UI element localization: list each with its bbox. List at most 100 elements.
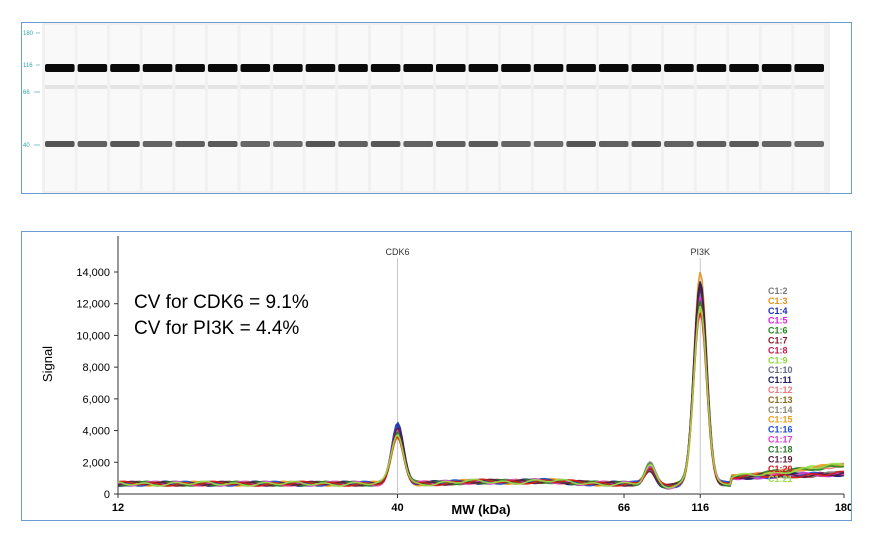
gel-band-116 xyxy=(403,64,433,72)
gel-band-40 xyxy=(794,141,824,147)
gel-band-116 xyxy=(77,64,108,72)
y-tick-label: 2,000 xyxy=(82,457,110,469)
legend-item: C1:12 xyxy=(768,385,793,395)
gel-band-faint xyxy=(240,85,271,89)
gel-band-116 xyxy=(142,64,173,72)
gel-lane xyxy=(664,25,694,191)
gel-lane xyxy=(240,25,271,191)
gel-image-panel: 180 116 66 40 xyxy=(21,22,852,194)
gel-band-faint xyxy=(403,85,433,89)
gel-band-116 xyxy=(436,64,466,72)
gel-ladder: 180 116 66 40 xyxy=(23,31,40,149)
gel-ladder-label-180: 180 xyxy=(23,31,34,37)
gel-band-faint xyxy=(664,85,694,89)
legend-item: C1:3 xyxy=(768,296,788,306)
legend-item: C1:10 xyxy=(768,365,793,375)
x-tick-label: 116 xyxy=(691,502,709,514)
gel-band-40 xyxy=(598,141,629,147)
gel-lane xyxy=(403,25,433,191)
legend-item: C1:20 xyxy=(768,464,793,474)
cv-cdk6-annotation: CV for CDK6 = 9.1% xyxy=(134,292,309,313)
legend-item: C1:15 xyxy=(768,415,793,425)
gel-band-40 xyxy=(761,141,792,147)
y-axis-title: Signal xyxy=(40,346,55,382)
gel-band-116 xyxy=(45,64,75,72)
gel-band-116 xyxy=(370,64,401,72)
gel-lane xyxy=(794,25,824,191)
gel-band-116 xyxy=(501,64,531,72)
gel-band-40 xyxy=(142,141,173,147)
gel-band-40 xyxy=(631,141,662,147)
gel-band-faint xyxy=(338,85,368,89)
legend-item: C1:14 xyxy=(768,405,793,415)
gel-image: 180 116 66 40 xyxy=(23,23,830,193)
gel-band-faint xyxy=(305,85,336,89)
gel-lane xyxy=(761,25,792,191)
gel-band-faint xyxy=(761,85,792,89)
gel-lane xyxy=(273,25,303,191)
gel-band-116 xyxy=(468,64,499,72)
x-tick-label: 12 xyxy=(112,502,124,514)
gel-band-faint xyxy=(631,85,662,89)
series-lines xyxy=(117,271,845,490)
gel-band-40 xyxy=(566,141,596,147)
gel-lane xyxy=(468,25,499,191)
gel-band-116 xyxy=(761,64,792,72)
gel-band-faint xyxy=(468,85,499,89)
gel-band-116 xyxy=(696,64,727,72)
gel-lane xyxy=(533,25,564,191)
series-line xyxy=(117,305,845,489)
gel-band-faint xyxy=(273,85,303,89)
gel-band-faint xyxy=(207,85,238,89)
legend-item: C1:21 xyxy=(768,474,793,484)
gel-band-faint xyxy=(45,85,75,89)
gel-ladder-label-116: 116 xyxy=(23,63,33,69)
gel-band-116 xyxy=(664,64,694,72)
peak-label-cdk6: CDK6 xyxy=(386,247,410,257)
gel-band-faint xyxy=(501,85,531,89)
y-tick-label: 10,000 xyxy=(76,330,110,342)
gel-band-116 xyxy=(338,64,368,72)
x-tick-label: 180 xyxy=(835,502,851,514)
gel-band-40 xyxy=(533,141,564,147)
gel-band-40 xyxy=(729,141,759,147)
x-tick-label: 66 xyxy=(618,502,630,514)
gel-band-40 xyxy=(403,141,433,147)
gel-band-faint xyxy=(533,85,564,89)
gel-band-116 xyxy=(794,64,824,72)
gel-band-faint xyxy=(696,85,727,89)
gel-lane xyxy=(729,25,759,191)
gel-band-116 xyxy=(566,64,596,72)
gel-band-faint xyxy=(110,85,140,89)
gel-band-40 xyxy=(273,141,303,147)
gel-band-40 xyxy=(370,141,401,147)
y-tick-label: 0 xyxy=(104,489,110,501)
legend-item: C1:18 xyxy=(768,444,793,454)
legend-item: C1:5 xyxy=(768,316,788,326)
x-axis-ticks: 12 40 66 116 180 xyxy=(112,494,853,514)
gel-band-40 xyxy=(696,141,727,147)
legend-item: C1:6 xyxy=(768,326,788,336)
legend-item: C1:19 xyxy=(768,454,793,464)
gel-lane xyxy=(696,25,727,191)
legend-item: C1:17 xyxy=(768,435,793,445)
gel-band-faint xyxy=(370,85,401,89)
gel-lane xyxy=(142,25,173,191)
legend-item: C1:13 xyxy=(768,395,793,405)
gel-band-116 xyxy=(207,64,238,72)
legend-item: C1:4 xyxy=(768,306,788,316)
gel-band-116 xyxy=(175,64,205,72)
gel-band-40 xyxy=(45,141,75,147)
gel-band-40 xyxy=(240,141,271,147)
legend-item: C1:2 xyxy=(768,286,788,296)
gel-band-116 xyxy=(631,64,662,72)
gel-lane xyxy=(436,25,466,191)
gel-band-116 xyxy=(533,64,564,72)
gel-lane xyxy=(77,25,108,191)
electropherogram-panel: 0 2,000 4,000 6,000 8,000 10,000 12,000 14,000 … xyxy=(21,231,853,521)
gel-lane xyxy=(598,25,629,191)
gel-lane xyxy=(501,25,531,191)
gel-lane xyxy=(338,25,368,191)
legend-item: C1:8 xyxy=(768,345,788,355)
gel-lanes xyxy=(45,25,824,191)
